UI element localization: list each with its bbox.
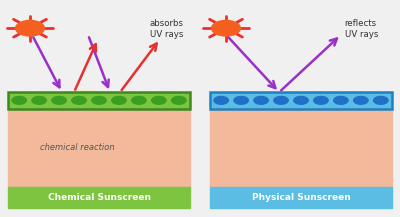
- Circle shape: [52, 96, 66, 104]
- Bar: [210, 92, 392, 108]
- Text: Chemical Sunscreen: Chemical Sunscreen: [48, 193, 150, 202]
- Bar: [8, 92, 190, 108]
- Bar: [210, 108, 392, 187]
- Circle shape: [152, 96, 166, 104]
- Circle shape: [112, 96, 126, 104]
- Circle shape: [32, 96, 46, 104]
- Circle shape: [374, 96, 388, 104]
- Text: chemical reaction: chemical reaction: [40, 143, 114, 152]
- Bar: [210, 187, 392, 208]
- Text: absorbs
UV rays: absorbs UV rays: [150, 19, 184, 39]
- Bar: [8, 187, 190, 208]
- Circle shape: [214, 96, 228, 104]
- Circle shape: [334, 96, 348, 104]
- Circle shape: [314, 96, 328, 104]
- Circle shape: [172, 96, 186, 104]
- Circle shape: [294, 96, 308, 104]
- Circle shape: [92, 96, 106, 104]
- Bar: [8, 108, 190, 187]
- Circle shape: [354, 96, 368, 104]
- Circle shape: [16, 20, 44, 36]
- Circle shape: [234, 96, 248, 104]
- Circle shape: [132, 96, 146, 104]
- Text: Physical Sunscreen: Physical Sunscreen: [252, 193, 350, 202]
- Ellipse shape: [34, 91, 134, 109]
- Circle shape: [212, 20, 240, 36]
- Circle shape: [72, 96, 86, 104]
- Circle shape: [12, 96, 26, 104]
- Circle shape: [274, 96, 288, 104]
- Text: reflects
UV rays: reflects UV rays: [345, 19, 378, 39]
- Circle shape: [254, 96, 268, 104]
